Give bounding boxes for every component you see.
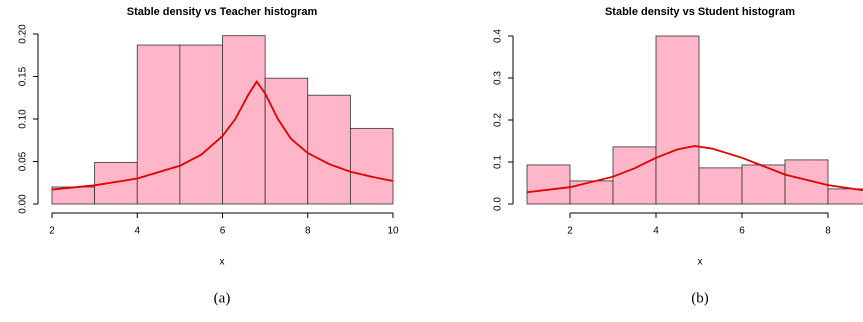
bar: [179, 44, 223, 205]
bar: [612, 146, 657, 205]
density-line: [51, 79, 394, 191]
x-tick-label: 4: [134, 226, 140, 237]
bar: [655, 35, 700, 205]
bar: [784, 159, 829, 205]
x-tick-label: 6: [220, 226, 226, 237]
y-tick-label: 0.10: [18, 109, 29, 129]
x-axis-label: x: [698, 257, 703, 268]
density-line: [526, 145, 863, 194]
bar: [307, 94, 351, 205]
bar: [94, 161, 138, 205]
bar: [526, 164, 571, 205]
bar: [698, 167, 743, 205]
x-axis-label: x: [220, 257, 225, 268]
bar: [349, 127, 394, 205]
y-tick-label: 0.0: [493, 197, 504, 211]
y-tick-label: 0.00: [18, 194, 29, 214]
y-tick-label: 0.1: [493, 155, 504, 169]
bar: [827, 188, 863, 205]
x-tick-label: 8: [305, 226, 311, 237]
bar: [569, 180, 614, 205]
bar: [136, 44, 181, 205]
bar: [222, 35, 266, 205]
caption: (b): [691, 290, 709, 306]
y-tick-label: 0.3: [493, 71, 504, 85]
y-tick-label: 0.05: [18, 151, 29, 171]
x-tick-label: 2: [567, 226, 573, 237]
x-tick-label: 8: [825, 226, 831, 237]
bar: [741, 164, 786, 205]
x-tick-label: 2: [49, 226, 55, 237]
y-tick-label: 0.20: [18, 24, 29, 44]
x-tick-label: 10: [387, 226, 399, 237]
y-tick-label: 0.2: [493, 113, 504, 127]
y-tick-label: 0.15: [18, 66, 29, 86]
x-tick-label: 6: [739, 226, 745, 237]
y-tick-label: 0.4: [493, 29, 504, 43]
chart-title: Stable density vs Teacher histogram: [127, 6, 318, 18]
bar: [264, 77, 309, 205]
x-tick-label: 4: [653, 226, 659, 237]
chart-title: Stable density vs Student histogram: [605, 6, 795, 18]
caption: (a): [214, 290, 231, 306]
